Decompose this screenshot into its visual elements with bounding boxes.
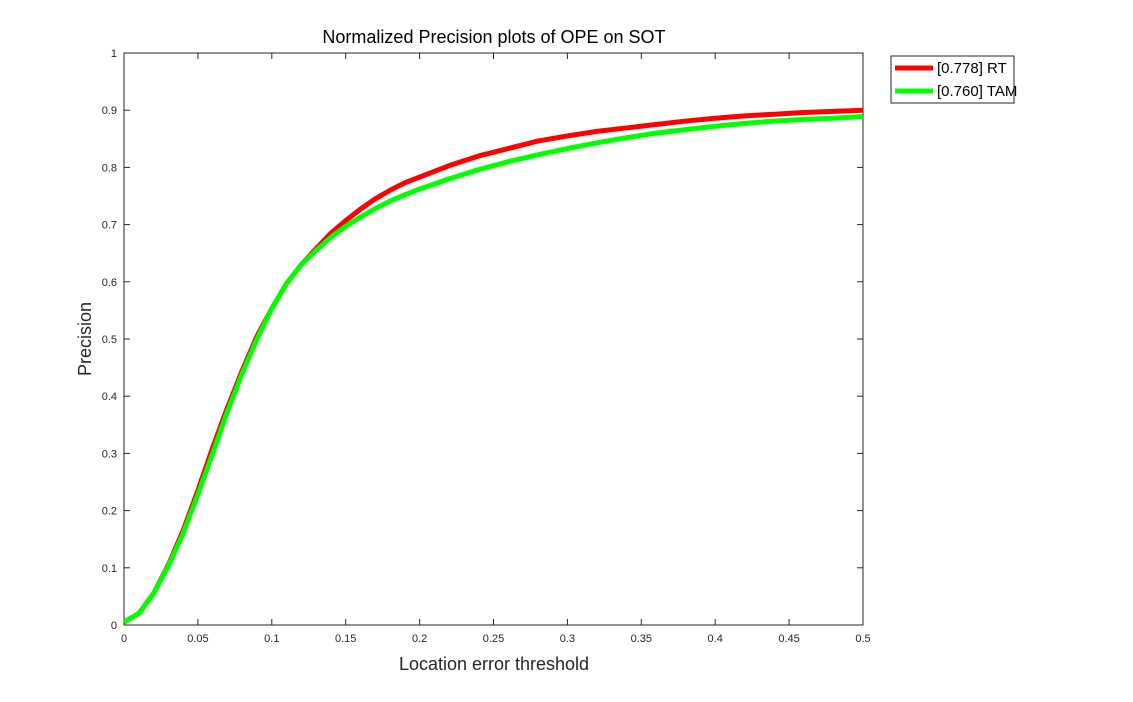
x-tick-label: 0.35 — [631, 633, 652, 645]
y-tick-label: 0.2 — [102, 506, 117, 518]
y-tick-label: 0 — [111, 620, 117, 632]
y-tick-label: 0.8 — [102, 162, 117, 174]
legend-label-0: [0.778] RT — [937, 60, 1007, 77]
legend-box — [890, 55, 1015, 104]
y-tick-label: 0.9 — [102, 105, 117, 117]
y-tick-label: 0.5 — [102, 334, 117, 346]
legend: [0.778] RT [0.760] TAM — [890, 55, 1017, 104]
y-tick-label: 1 — [111, 48, 117, 60]
x-axis-ticks: 0 0.05 0.1 0.15 0.2 0.25 0.3 0.35 0.4 0.45 0.5 — [121, 53, 871, 645]
y-tick-label: 0.3 — [102, 448, 117, 460]
x-tick-label: 0.5 — [855, 633, 870, 645]
y-axis-label: Precision — [75, 302, 95, 376]
x-tick-label: 0.25 — [483, 633, 504, 645]
series-line-1 — [122, 113, 864, 625]
x-tick-label: 0.1 — [264, 633, 279, 645]
plot-frame — [123, 52, 864, 626]
x-tick-label: 0.4 — [708, 633, 723, 645]
series-lines — [122, 107, 864, 625]
x-tick-label: 0 — [121, 633, 127, 645]
y-axis-ticks: 0 0.1 0.2 0.3 0.4 0.5 0.6 0.7 0.8 0.9 1 — [102, 48, 863, 632]
chart-title: Normalized Precision plots of OPE on SOT — [322, 27, 665, 47]
legend-label-1: [0.760] TAM — [937, 83, 1017, 100]
x-tick-label: 0.45 — [778, 633, 799, 645]
y-tick-label: 0.1 — [102, 563, 117, 575]
x-axis-label: Location error threshold — [399, 654, 589, 674]
y-tick-label: 0.6 — [102, 277, 117, 289]
x-tick-label: 0.15 — [335, 633, 356, 645]
y-tick-label: 0.7 — [102, 220, 117, 232]
x-tick-label: 0.05 — [187, 633, 208, 645]
x-tick-label: 0.3 — [560, 633, 575, 645]
x-tick-label: 0.2 — [412, 633, 427, 645]
y-tick-label: 0.4 — [102, 391, 117, 403]
